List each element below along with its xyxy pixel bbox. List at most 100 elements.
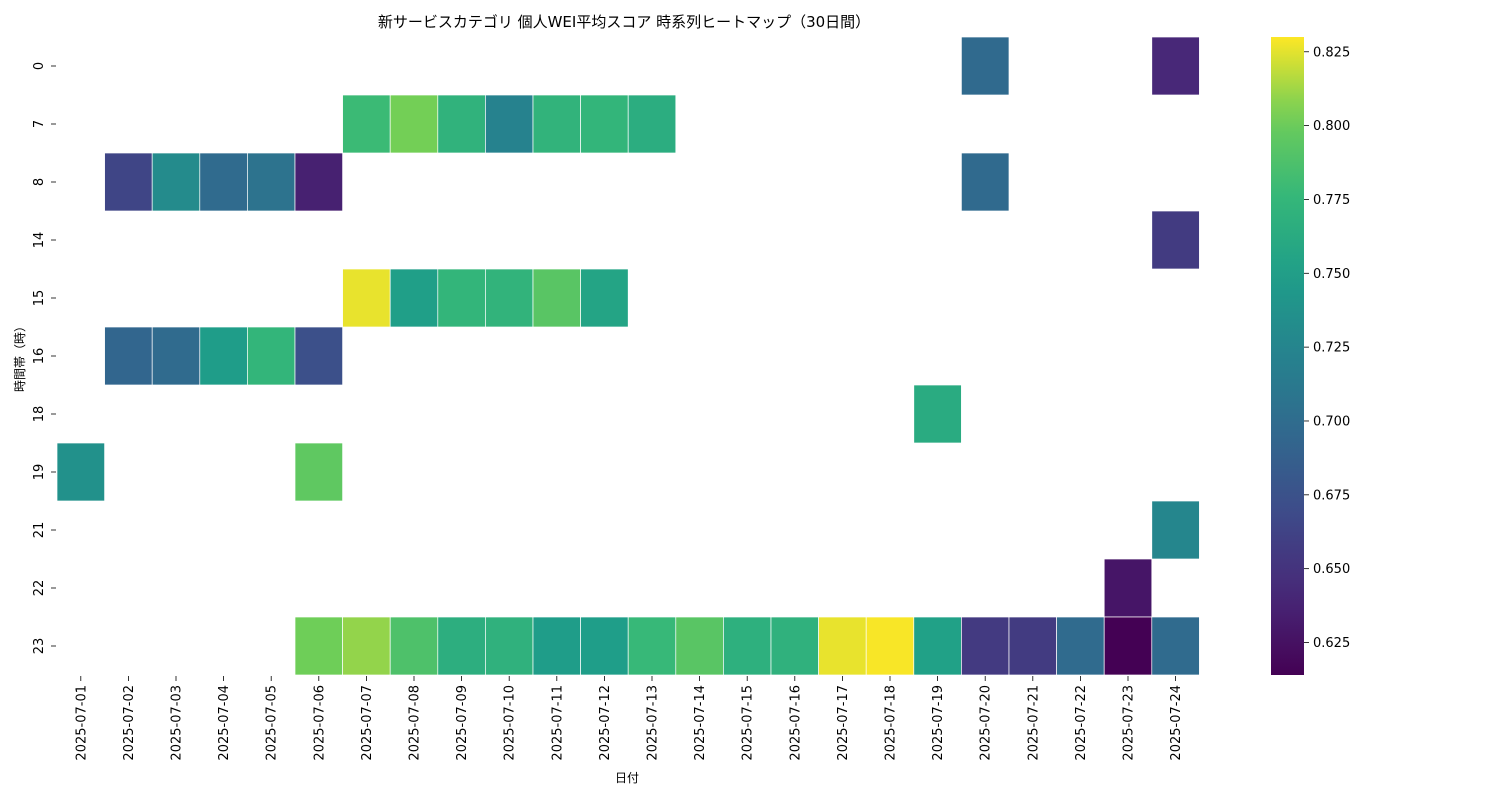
heatmap-cell xyxy=(437,94,486,154)
heatmap-cell xyxy=(199,152,248,212)
x-tick-label: 2025-07-14 xyxy=(693,685,708,761)
heatmap-cell xyxy=(1103,616,1153,676)
heatmap-cell xyxy=(104,326,153,386)
heatmap-cell xyxy=(961,616,1010,676)
x-tick-label: 2025-07-17 xyxy=(836,685,851,761)
heatmap-cell xyxy=(294,616,343,676)
x-tick-label: 2025-07-13 xyxy=(646,685,661,761)
colorbar-gradient xyxy=(1271,37,1304,675)
heatmap-cell xyxy=(485,616,534,676)
x-tick-label: 2025-07-09 xyxy=(455,685,470,761)
heatmap-cell xyxy=(294,442,343,502)
heatmap-cell xyxy=(580,94,629,154)
heatmap-cell xyxy=(580,268,629,328)
x-tick-label: 2025-07-20 xyxy=(979,685,994,761)
x-tick-label: 2025-07-07 xyxy=(360,685,375,761)
heatmap-cell xyxy=(247,326,296,386)
heatmap-cell xyxy=(294,152,343,212)
x-axis-label: 日付 xyxy=(615,771,639,785)
colorbar-tick-label: 0.650 xyxy=(1313,562,1350,577)
x-tick-label: 2025-07-01 xyxy=(74,685,89,761)
heatmap-cell xyxy=(485,268,534,328)
heatmap-cell xyxy=(437,268,486,328)
y-tick-label: 16 xyxy=(32,348,47,365)
heatmap-cell xyxy=(151,326,201,386)
x-tick-label: 2025-07-03 xyxy=(170,685,185,761)
colorbar: 0.625 0.650 0.675 0.700 0.725 0.750 0.775 0.800… xyxy=(1271,37,1350,675)
heatmap-cell xyxy=(818,616,867,676)
colorbar-tick-label: 0.700 xyxy=(1313,414,1350,429)
heatmap-cell xyxy=(104,152,153,212)
y-tick-label: 18 xyxy=(32,406,47,423)
heatmap-cell xyxy=(913,384,962,444)
y-axis-ticks: 0 7 8 14 15 16 18 19 21 22 23 xyxy=(32,62,56,654)
heatmap-cells xyxy=(56,36,1200,676)
heatmap-cell xyxy=(1151,36,1200,96)
heatmap-cell xyxy=(294,326,343,386)
chart-title: 新サービスカテゴリ 個人WEI平均スコア 時系列ヒートマップ（30日間） xyxy=(378,13,870,31)
heatmap-cell xyxy=(1008,616,1057,676)
heatmap-cell xyxy=(56,442,105,502)
heatmap-cell xyxy=(389,616,439,676)
heatmap-cell xyxy=(865,616,915,676)
x-tick-label: 2025-07-23 xyxy=(1122,685,1137,761)
heatmap-cell xyxy=(342,268,391,328)
heatmap-cell xyxy=(770,616,819,676)
x-tick-label: 2025-07-12 xyxy=(598,685,613,761)
y-tick-label: 7 xyxy=(32,120,47,128)
heatmap-cell xyxy=(532,268,581,328)
heatmap-cell xyxy=(627,616,677,676)
heatmap-cell xyxy=(1103,558,1153,618)
y-tick-label: 19 xyxy=(32,464,47,481)
heatmap-cell xyxy=(1151,210,1200,270)
heatmap-cell xyxy=(342,616,391,676)
colorbar-tick-label: 0.800 xyxy=(1313,119,1350,134)
heatmap-cell xyxy=(151,152,201,212)
heatmap-cell xyxy=(627,94,677,154)
x-tick-label: 2025-07-02 xyxy=(122,685,137,761)
x-tick-label: 2025-07-10 xyxy=(503,685,518,761)
heatmap-cell xyxy=(913,616,962,676)
colorbar-tick-label: 0.675 xyxy=(1313,488,1350,503)
heatmap-cell xyxy=(961,36,1010,96)
x-tick-label: 2025-07-11 xyxy=(550,685,565,761)
heatmap-cell xyxy=(389,268,439,328)
y-axis-label: 時間帯（時） xyxy=(13,320,27,392)
heatmap-cell xyxy=(1151,616,1200,676)
x-tick-label: 2025-07-24 xyxy=(1169,685,1184,761)
x-tick-label: 2025-07-04 xyxy=(217,685,232,761)
y-tick-label: 21 xyxy=(32,522,47,539)
x-tick-label: 2025-07-18 xyxy=(884,685,899,761)
heatmap-cell xyxy=(961,152,1010,212)
x-tick-label: 2025-07-19 xyxy=(931,685,946,761)
y-tick-label: 14 xyxy=(32,232,47,249)
colorbar-tick-label: 0.825 xyxy=(1313,45,1350,60)
heatmap-cell xyxy=(247,152,296,212)
heatmap-cell xyxy=(342,94,391,154)
x-tick-label: 2025-07-16 xyxy=(788,685,803,761)
heatmap-cell xyxy=(675,616,724,676)
y-tick-label: 0 xyxy=(32,62,47,70)
heatmap-cell xyxy=(485,94,534,154)
y-tick-label: 22 xyxy=(32,580,47,597)
x-tick-label: 2025-07-08 xyxy=(408,685,423,761)
x-tick-label: 2025-07-05 xyxy=(265,685,280,761)
colorbar-tick-label: 0.725 xyxy=(1313,341,1350,356)
x-axis-ticks: 2025-07-01 2025-07-02 2025-07-03 2025-07-04… xyxy=(74,676,1184,761)
colorbar-tick-label: 0.775 xyxy=(1313,193,1350,208)
colorbar-tick-label: 0.625 xyxy=(1313,636,1350,651)
heatmap-cell xyxy=(723,616,772,676)
heatmap-cell xyxy=(1056,616,1105,676)
heatmap-cell xyxy=(389,94,439,154)
heatmap-cell xyxy=(199,326,248,386)
heatmap-cell xyxy=(437,616,486,676)
y-tick-label: 23 xyxy=(32,638,47,655)
heatmap-cell xyxy=(532,616,581,676)
heatmap-cell xyxy=(580,616,629,676)
x-tick-label: 2025-07-06 xyxy=(312,685,327,761)
y-tick-label: 15 xyxy=(32,290,47,307)
x-tick-label: 2025-07-15 xyxy=(741,685,756,761)
heatmap-cell xyxy=(1151,500,1200,560)
heatmap-cell xyxy=(532,94,581,154)
